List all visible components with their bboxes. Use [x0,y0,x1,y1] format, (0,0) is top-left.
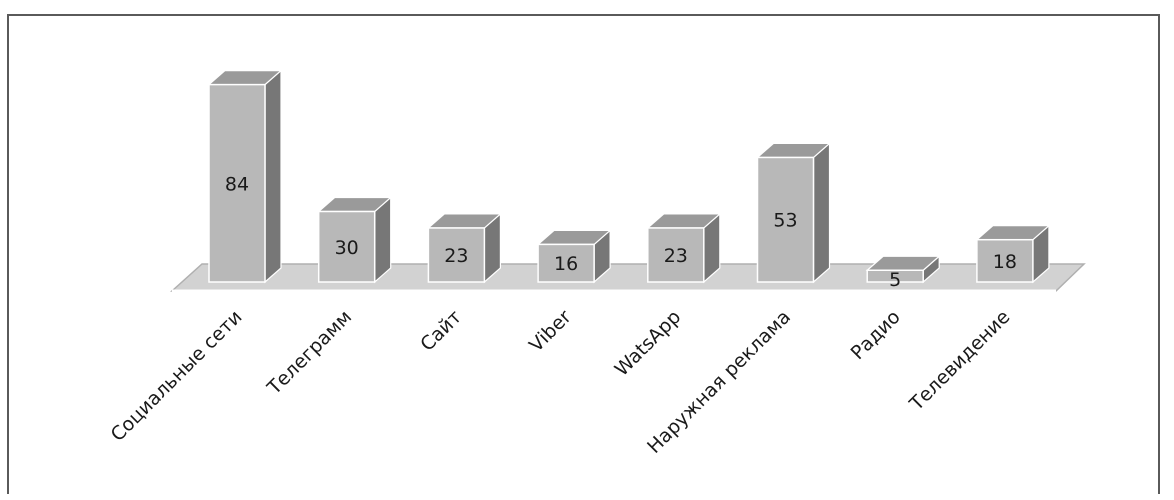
value-label-7: 5 [889,269,901,291]
category-label-5: WatsApp [611,306,686,381]
category-label-4: Viber [525,306,576,357]
category-label-8: Телевидение [905,306,1015,416]
value-labels: 84 30 23 16 23 53 5 18 [225,173,1017,291]
bar-6-front [756,156,815,283]
bar-6-side [812,142,831,284]
bar-5-front [647,227,705,283]
floor-plane [170,263,1086,292]
bar-8 [975,224,1051,284]
category-axis-labels: Социальные сети Телеграмм Сайт Viber WatsApp… [107,306,1015,458]
bar-8-front [976,238,1034,283]
bar-3-front [427,227,486,283]
category-label-3: Сайт [416,306,466,356]
bar-7 [865,254,941,284]
bar-2 [317,196,393,284]
bar-1-front [208,83,266,283]
bar-2-front [317,210,376,283]
category-label-1: Социальные сети [107,306,247,446]
bar-1-side [264,69,282,284]
value-label-6: 53 [773,210,797,232]
bar-7-front [866,269,924,283]
value-label-2: 30 [335,237,359,259]
value-label-3: 23 [444,245,468,267]
bar-4 [536,229,612,284]
bar-1 [207,69,283,284]
bars [207,69,1051,284]
chart-floor [170,263,1086,293]
value-label-4: 16 [554,253,578,275]
value-label-1: 84 [225,173,249,195]
category-label-7: Радио [847,306,905,364]
value-label-5: 23 [664,245,688,267]
bar-3 [426,212,502,284]
bar-6 [755,142,832,284]
bar-5 [646,212,722,284]
bar-4-front [537,243,595,283]
category-label-2: Телеграмм [263,306,357,400]
value-label-8: 18 [993,251,1017,273]
